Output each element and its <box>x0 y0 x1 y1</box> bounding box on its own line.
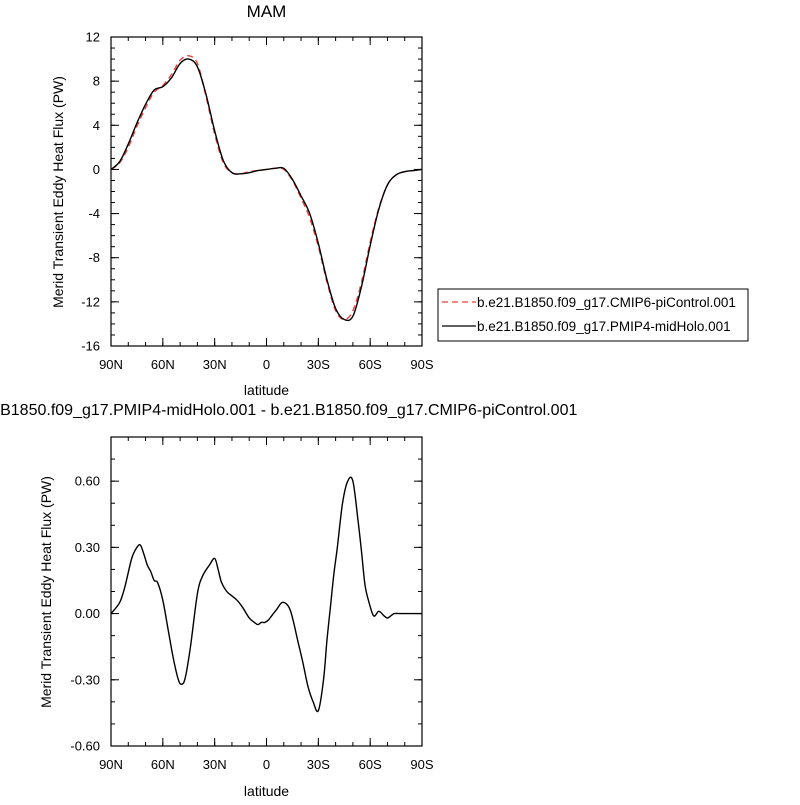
legend: b.e21.B1850.f09_g17.CMIP6-piControl.001 … <box>437 288 749 342</box>
bottom-y-axis-label: Merid Transient Eddy Heat Flux (PW) <box>38 476 54 708</box>
top-y-tick-label: 4 <box>93 118 100 133</box>
top-y-tick-label: 8 <box>93 74 100 89</box>
top-x-tick-label: 60S <box>359 357 382 372</box>
top-series-line-1 <box>110 58 423 322</box>
top-y-axis-label: Merid Transient Eddy Heat Flux (PW) <box>50 76 66 308</box>
bottom-x-tick-label: 30N <box>203 757 227 772</box>
top-x-tick-label: 60N <box>151 357 175 372</box>
top-x-tick-label: 30S <box>307 357 330 372</box>
top-plot-area: 90N 60N 30N 0 30S 60S 90S 12 8 4 0 -4 -8 -12 -16 <box>81 30 434 373</box>
top-panel: MAM 90N 60N 30N 0 30S 60S 90S 12 8 4 0 -4 -8 -12 -16 l… <box>50 2 434 398</box>
bottom-x-tick-label: 60N <box>151 757 175 772</box>
top-y-tick-label: -16 <box>81 339 100 354</box>
bottom-chart-title: b.e21.B1850.f09_g17.PMIP4-midHolo.001 - … <box>0 402 577 419</box>
bottom-y-tick-label: 0.00 <box>75 606 100 621</box>
top-x-tick-label: 90N <box>99 357 123 372</box>
top-x-tick-label: 90S <box>410 357 433 372</box>
bottom-x-tick-label: 0 <box>263 757 270 772</box>
bottom-panel: b.e21.B1850.f09_g17.PMIP4-midHolo.001 - … <box>0 402 577 799</box>
top-chart-title: MAM <box>247 2 287 21</box>
bottom-plot-area: 90N 60N 30N 0 30S 60S 90S 0.60 0.30 0.00 -0.30 -0.6… <box>70 436 434 772</box>
bottom-series-line-0 <box>110 476 422 713</box>
top-y-tick-label: -8 <box>88 250 100 265</box>
legend-label-midholo: b.e21.B1850.f09_g17.PMIP4-midHolo.001 <box>477 319 731 334</box>
top-y-tick-label: -12 <box>81 294 100 309</box>
bottom-x-tick-label: 90S <box>410 757 433 772</box>
bottom-y-tick-label: 0.30 <box>75 540 100 555</box>
bottom-x-tick-label: 30S <box>307 757 330 772</box>
top-y-tick-label: 0 <box>93 162 100 177</box>
top-plot-frame <box>110 36 423 347</box>
top-y-tick-label: 12 <box>86 30 100 45</box>
top-series-line-0 <box>110 54 423 321</box>
bottom-x-tick-label: 60S <box>359 757 382 772</box>
top-y-tick-label: -4 <box>88 206 100 221</box>
bottom-plot-frame <box>110 436 423 747</box>
bottom-x-axis-label: latitude <box>244 783 289 799</box>
bottom-y-tick-label: -0.60 <box>70 739 100 754</box>
top-x-tick-label: 30N <box>203 357 227 372</box>
legend-box <box>437 288 749 342</box>
bottom-y-tick-label: 0.60 <box>75 474 100 489</box>
top-x-tick-label: 0 <box>263 357 270 372</box>
top-x-axis-label: latitude <box>244 382 289 398</box>
bottom-y-tick-label: -0.30 <box>70 672 100 687</box>
bottom-x-tick-label: 90N <box>99 757 123 772</box>
legend-label-picontrol: b.e21.B1850.f09_g17.CMIP6-piControl.001 <box>477 295 736 310</box>
